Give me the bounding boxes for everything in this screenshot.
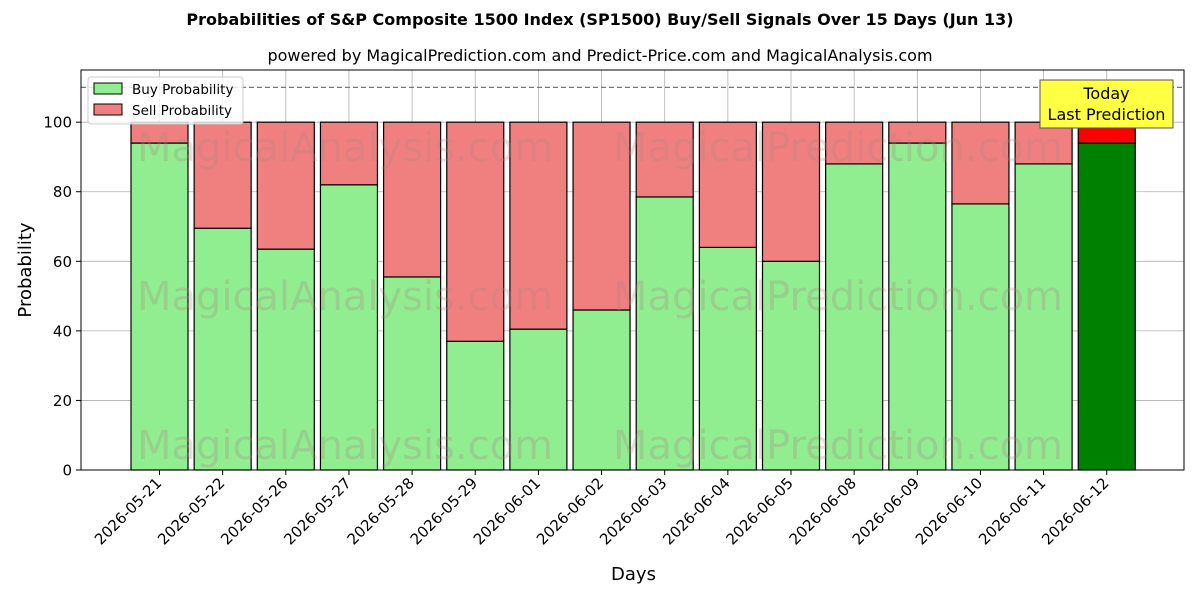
y-tick-label: 20 xyxy=(53,392,72,410)
sell-bar xyxy=(825,121,884,165)
sell-bar xyxy=(1014,121,1073,165)
x-tick-label: 2026-06-11 xyxy=(975,474,1049,548)
x-tick-label: 2026-05-26 xyxy=(217,474,291,548)
chart-title: Probabilities of S&P Composite 1500 Inde… xyxy=(186,10,1014,29)
buy-bar xyxy=(888,142,947,471)
y-tick-label: 0 xyxy=(62,462,72,480)
watermark-text: MagicalAnalysis.com xyxy=(137,125,553,171)
x-tick-label: 2026-05-21 xyxy=(91,474,165,548)
buy-bar xyxy=(761,260,821,471)
watermark-text: MagicalPrediction.com xyxy=(613,423,1063,469)
buy-bar xyxy=(383,276,442,471)
legend-box xyxy=(87,76,244,125)
legend-label-buy: Buy Probability xyxy=(132,82,233,98)
sell-bar xyxy=(951,121,1010,205)
sell-bar xyxy=(698,121,757,248)
sell-bar xyxy=(446,121,505,342)
sell-bar xyxy=(319,121,379,186)
buy-bar xyxy=(635,196,694,471)
sell-bar xyxy=(509,121,568,330)
x-tick-label: 2026-05-29 xyxy=(407,474,481,548)
sell-bar xyxy=(572,121,631,311)
sell-bar xyxy=(761,121,821,262)
buy-bar xyxy=(1077,142,1136,471)
sell-bar xyxy=(383,121,442,278)
x-tick-label: 2026-05-22 xyxy=(154,474,228,548)
y-tick-label: 80 xyxy=(53,183,72,201)
legend-label-sell: Sell Probability xyxy=(132,103,232,119)
x-tick-label: 2026-06-05 xyxy=(722,474,796,548)
x-tick-label: 2026-06-09 xyxy=(849,474,923,548)
x-tick-label: 2026-06-04 xyxy=(659,474,733,548)
chart-subtitle: powered by MagicalPrediction.com and Pre… xyxy=(267,46,933,65)
buy-bar xyxy=(509,328,568,471)
x-tick-label: 2026-06-02 xyxy=(533,474,607,548)
buy-bar xyxy=(951,203,1010,471)
x-tick-label: 2026-05-27 xyxy=(280,474,354,548)
watermark-text: MagicalPrediction.com xyxy=(613,274,1063,320)
x-tick-label: 2026-06-12 xyxy=(1038,474,1112,548)
today-annotation-line1: Today xyxy=(1082,84,1129,103)
buy-bar xyxy=(130,142,189,471)
x-tick-label: 2026-06-10 xyxy=(912,474,986,548)
x-axis-label: Days xyxy=(611,564,656,585)
y-axis-label: Probability xyxy=(15,222,36,317)
buy-bar xyxy=(256,248,315,471)
x-tick-label: 2026-06-03 xyxy=(596,474,670,548)
buy-bar xyxy=(572,309,631,471)
watermark-text: MagicalAnalysis.com xyxy=(137,274,553,320)
sell-bar xyxy=(256,121,315,250)
y-tick-label: 100 xyxy=(43,114,72,132)
today-annotation-line2: Last Prediction xyxy=(1048,105,1166,124)
x-tick-label: 2026-06-08 xyxy=(786,474,860,548)
x-tick-label: 2026-06-01 xyxy=(470,474,544,548)
legend-swatch-buy xyxy=(93,82,123,95)
watermark-text: MagicalAnalysis.com xyxy=(137,423,553,469)
watermark-text: MagicalPrediction.com xyxy=(613,125,1063,171)
sell-bar xyxy=(635,121,694,198)
buy-bar xyxy=(698,246,757,471)
sell-bar xyxy=(888,121,947,144)
y-tick-label: 60 xyxy=(53,253,72,271)
y-tick-label: 40 xyxy=(53,322,72,340)
x-tick-label: 2026-05-28 xyxy=(344,474,418,548)
buy-bar xyxy=(319,184,379,471)
today-annotation-box xyxy=(1039,79,1174,129)
legend-swatch-sell xyxy=(93,103,123,116)
axes-frame xyxy=(80,69,1185,471)
